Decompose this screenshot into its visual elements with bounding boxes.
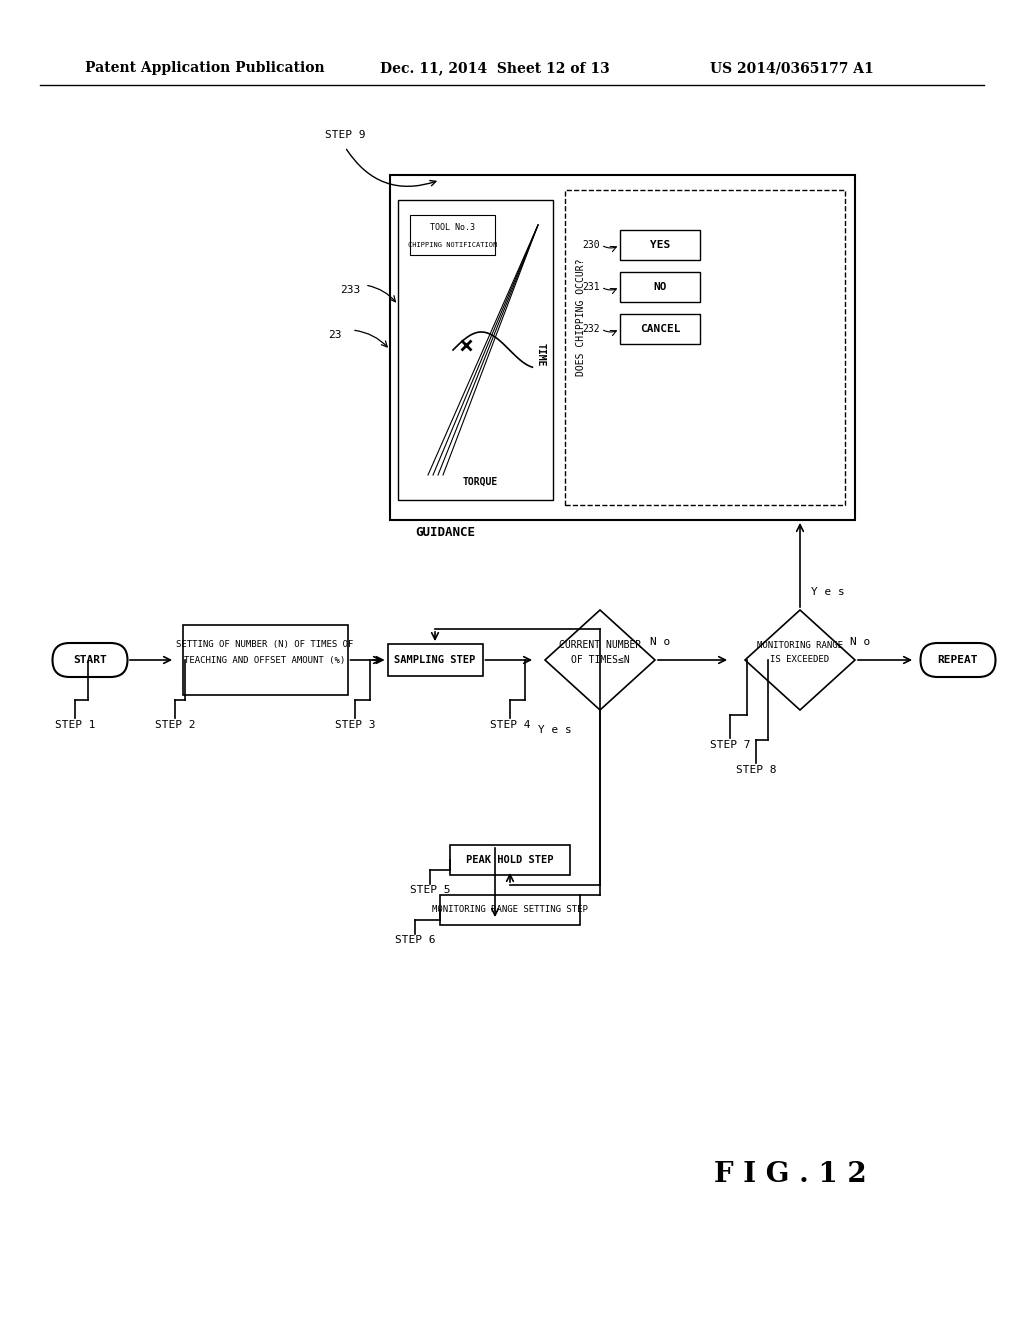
Text: TIME: TIME [536, 343, 546, 367]
Text: YES: YES [650, 240, 670, 249]
Text: TOOL No.3: TOOL No.3 [430, 223, 475, 231]
Text: CANCEL: CANCEL [640, 323, 680, 334]
Text: Y e s: Y e s [539, 725, 571, 735]
Text: Y e s: Y e s [811, 587, 845, 597]
Text: N o: N o [650, 638, 670, 647]
Text: F I G . 1 2: F I G . 1 2 [714, 1162, 866, 1188]
Text: IS EXCEEDED: IS EXCEEDED [770, 656, 829, 664]
Text: STEP 1: STEP 1 [54, 719, 95, 730]
Text: 23: 23 [329, 330, 342, 341]
Polygon shape [545, 610, 655, 710]
Bar [387, 644, 482, 676]
Text: 230: 230 [583, 240, 600, 249]
Bar [440, 895, 580, 925]
Bar [410, 215, 495, 255]
Text: DOES CHIPPING OCCUR?: DOES CHIPPING OCCUR? [575, 259, 586, 376]
Text: STEP 4: STEP 4 [489, 719, 530, 730]
Text: OF TIMES≤N: OF TIMES≤N [570, 655, 630, 665]
Text: CURRENT NUMBER: CURRENT NUMBER [559, 640, 641, 649]
Text: MONITORING RANGE SETTING STEP: MONITORING RANGE SETTING STEP [432, 906, 588, 915]
Text: SETTING OF NUMBER (N) OF TIMES OF: SETTING OF NUMBER (N) OF TIMES OF [176, 640, 353, 649]
Text: SAMPLING STEP: SAMPLING STEP [394, 655, 475, 665]
Text: STEP 9: STEP 9 [325, 129, 366, 140]
Text: START: START [73, 655, 106, 665]
Text: 233: 233 [340, 285, 360, 294]
Text: NO: NO [653, 282, 667, 292]
Bar [620, 314, 700, 345]
Text: STEP 6: STEP 6 [394, 935, 435, 945]
Text: Dec. 11, 2014  Sheet 12 of 13: Dec. 11, 2014 Sheet 12 of 13 [380, 61, 609, 75]
Text: STEP 8: STEP 8 [736, 766, 776, 775]
Text: 232: 232 [583, 323, 600, 334]
Text: STEP 5: STEP 5 [410, 884, 451, 895]
Bar [620, 230, 700, 260]
Polygon shape [745, 610, 855, 710]
Text: STEP 2: STEP 2 [155, 719, 196, 730]
Bar [620, 272, 700, 302]
FancyBboxPatch shape [921, 643, 995, 677]
Text: REPEAT: REPEAT [938, 655, 978, 665]
Text: N o: N o [850, 638, 870, 647]
Text: CHIPPING NOTIFICATION: CHIPPING NOTIFICATION [408, 242, 497, 248]
Text: Patent Application Publication: Patent Application Publication [85, 61, 325, 75]
Text: GUIDANCE: GUIDANCE [415, 525, 475, 539]
Bar [565, 190, 845, 506]
Text: STEP 3: STEP 3 [335, 719, 375, 730]
Text: US 2014/0365177 A1: US 2014/0365177 A1 [710, 61, 873, 75]
Text: PEAK HOLD STEP: PEAK HOLD STEP [466, 855, 554, 865]
Bar [398, 201, 553, 500]
Bar [450, 845, 570, 875]
Bar [390, 176, 855, 520]
Text: 231: 231 [583, 282, 600, 292]
Bar [182, 624, 347, 696]
Text: STEP 7: STEP 7 [710, 741, 751, 750]
Text: TEACHING AND OFFSET AMOUNT (%): TEACHING AND OFFSET AMOUNT (%) [184, 656, 346, 664]
Text: MONITORING RANGE: MONITORING RANGE [757, 640, 843, 649]
Text: TORQUE: TORQUE [463, 477, 498, 487]
FancyBboxPatch shape [52, 643, 128, 677]
